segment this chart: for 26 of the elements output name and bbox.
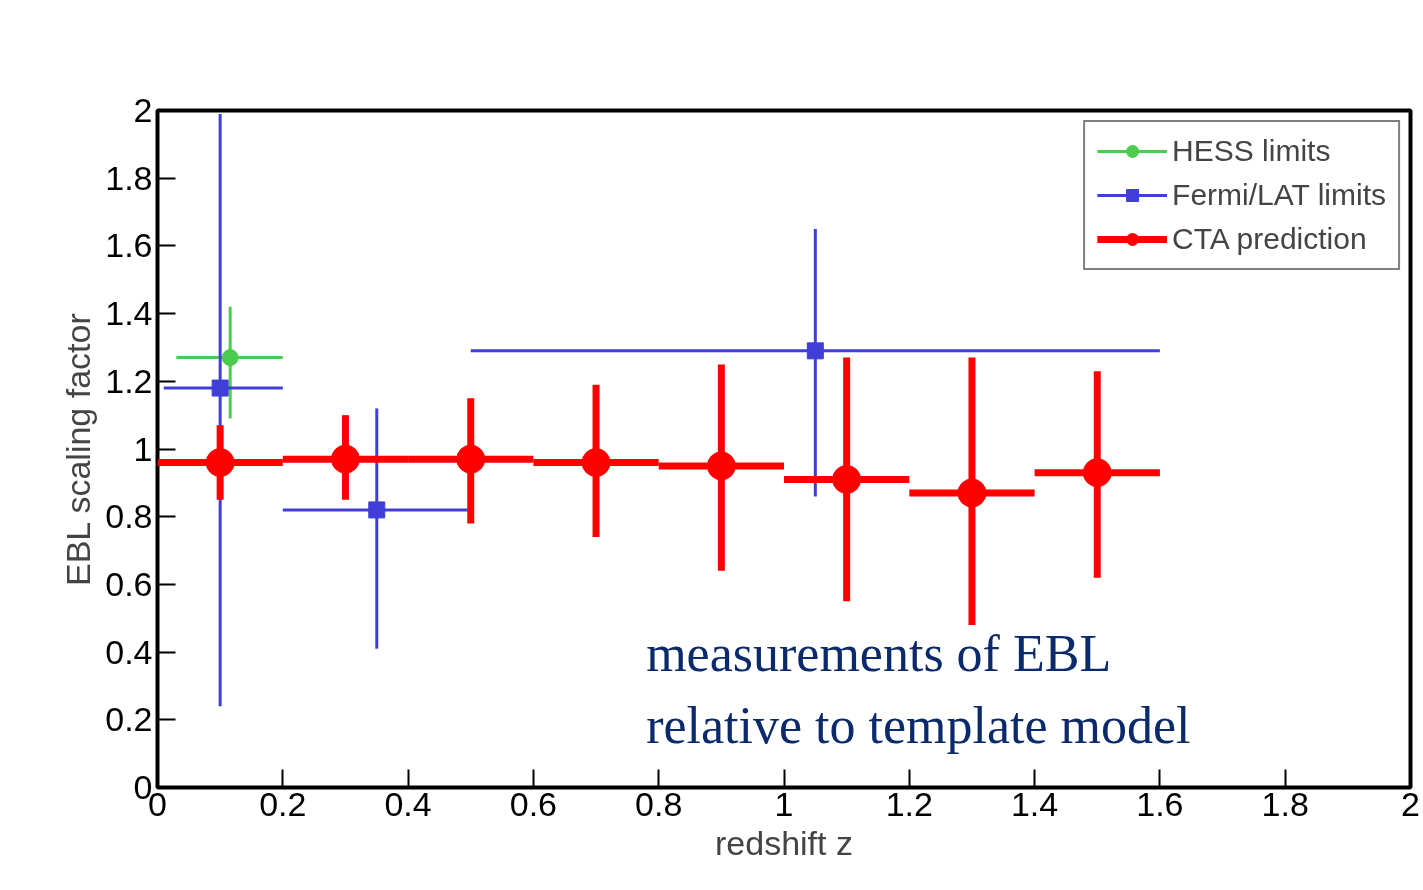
legend-label: HESS limits [1172, 134, 1331, 168]
y-tick-label: 1 [133, 429, 153, 468]
y-tick-label: 1.8 [105, 158, 153, 197]
y-axis-title: EBL scaling factor [59, 313, 98, 587]
y-tick-label: 0.4 [105, 632, 153, 671]
y-tick-label: 0.2 [105, 700, 153, 739]
x-tick-label: 0.2 [259, 784, 307, 823]
y-tick-label: 1.2 [105, 361, 153, 400]
x-tick-label: 1.8 [1261, 784, 1309, 823]
y-tick-label: 2 [133, 91, 153, 129]
x-tick-label: 1.2 [885, 784, 933, 823]
x-tick-label: 2 [1401, 784, 1420, 823]
y-tick-label: 0.8 [105, 497, 153, 536]
x-tick-label: 0.4 [384, 784, 432, 823]
legend-label: Fermi/LAT limits [1172, 178, 1386, 212]
x-tick-label: 0.6 [509, 784, 558, 823]
x-tick-label: 0.8 [635, 784, 683, 823]
x-tick-label: 1.6 [1136, 784, 1184, 823]
y-tick-label: 1.6 [105, 226, 153, 265]
y-tick-label: 1.4 [105, 294, 153, 333]
y-tick-label: 0.6 [105, 564, 153, 603]
annotation: measurements of EBL relative to template model [646, 625, 1191, 754]
legend-label: CTA prediction [1172, 222, 1367, 256]
x-tick-label: 1 [774, 784, 794, 823]
x-axis-title: redshift z [715, 823, 853, 862]
x-tick-label: 1.4 [1010, 784, 1059, 823]
